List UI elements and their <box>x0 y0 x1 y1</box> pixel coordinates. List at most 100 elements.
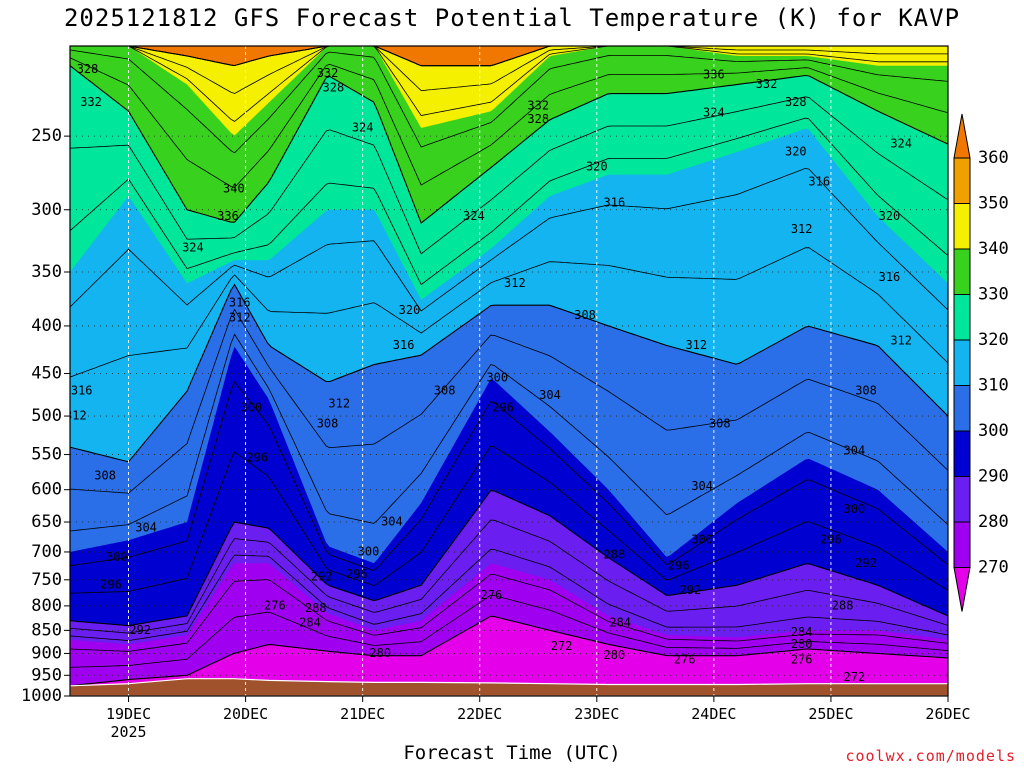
contour-label: 284 <box>299 616 321 630</box>
colorbar-label: 330 <box>978 285 1009 305</box>
contour-label: 312 <box>65 409 87 423</box>
theta-fill-layers <box>70 46 948 696</box>
colorbar-swatch <box>953 248 971 295</box>
contour-label: 332 <box>756 77 778 91</box>
contour-294 <box>70 445 948 594</box>
y-tick-label: 850 <box>31 620 62 640</box>
contour-label: 336 <box>217 209 239 223</box>
contour-labels: 3283323163123083043002962923403363243163… <box>65 62 912 684</box>
contour-label: 308 <box>317 417 339 431</box>
contour-label: 288 <box>604 547 626 561</box>
contour-label: 324 <box>890 137 912 151</box>
colorbar-label: 350 <box>978 194 1009 214</box>
contour-label: 336 <box>703 68 725 82</box>
colorbar-label: 300 <box>978 421 1009 441</box>
contour-label: 292 <box>680 583 702 597</box>
contour-label: 316 <box>71 384 93 398</box>
grid-lines <box>70 46 948 696</box>
contour-label: 308 <box>94 469 116 483</box>
contour-label: 332 <box>527 98 549 112</box>
contour-346 <box>70 46 948 94</box>
contour-label: 328 <box>527 112 549 126</box>
contour-298 <box>70 381 948 572</box>
y-tick-label: 300 <box>31 200 62 220</box>
contour-label: 304 <box>381 515 403 529</box>
y-axis: 250 300 350 400 450 500 550 600 650 700 750 800 850 9… <box>21 126 70 706</box>
contour-338 <box>70 49 948 154</box>
contour-label: 288 <box>305 601 327 615</box>
contour-label: 276 <box>791 653 813 667</box>
contour-326 <box>70 96 948 255</box>
x-tick-label: 20DEC <box>223 705 268 723</box>
contour-label: 332 <box>317 66 339 80</box>
colorbar-swatch <box>953 476 971 523</box>
colorbar-swatch <box>953 203 971 250</box>
colorbar-label: 340 <box>978 239 1009 259</box>
contour-label: 300 <box>106 550 128 564</box>
contour-label: 312 <box>791 222 813 236</box>
y-tick-label: 400 <box>31 316 62 336</box>
contour-302 <box>70 333 948 532</box>
contour-label: 288 <box>832 598 854 612</box>
x-tick-label: 19DEC <box>106 705 151 723</box>
contour-label: 276 <box>481 588 503 602</box>
x-axis-title: Forecast Time (UTC) <box>403 742 621 764</box>
y-tick-label: 450 <box>31 364 62 384</box>
contour-358 <box>70 46 948 67</box>
chart-title: 2025121812 GFS Forecast Potential Temper… <box>63 4 961 32</box>
contour-label: 316 <box>808 174 830 188</box>
x-axis: 19DEC 20DEC 21DEC 22DEC 23DEC 24DEC 25DEC 26DEC… <box>106 696 971 741</box>
contour-label: 284 <box>609 616 631 630</box>
contour-label: 276 <box>674 653 696 667</box>
contour-label: 304 <box>844 443 866 457</box>
contour-label: 332 <box>80 95 102 109</box>
contour-label: 296 <box>492 400 514 414</box>
contour-label: 312 <box>504 276 526 290</box>
y-tick-label: 650 <box>31 512 62 532</box>
plot-frame <box>69 45 949 697</box>
contour-330 <box>70 65 948 224</box>
contour-label: 292 <box>855 556 877 570</box>
colorbar-label: 320 <box>978 330 1009 350</box>
contour-334 <box>70 57 948 188</box>
contour-label: 312 <box>229 310 251 324</box>
contour-label: 312 <box>890 333 912 347</box>
contour-label: 328 <box>77 62 99 76</box>
contour-label: 276 <box>264 598 286 612</box>
contour-label: 296 <box>346 567 368 581</box>
contour-306 <box>70 308 948 494</box>
colorbar-label: 360 <box>978 148 1009 168</box>
contour-label: 308 <box>709 417 731 431</box>
contour-label: 328 <box>323 81 345 95</box>
colorbar-label: 280 <box>978 512 1009 532</box>
contour-label: 312 <box>328 396 350 410</box>
colorbar-swatch <box>953 385 971 432</box>
contour-label: 300 <box>358 544 380 558</box>
contour-278 <box>70 573 948 652</box>
x-tick-label: 21DEC <box>340 705 385 723</box>
contour-318 <box>70 167 948 312</box>
contour-label: 324 <box>352 120 374 134</box>
contour-label: 308 <box>574 308 596 322</box>
contour-270 <box>70 615 948 687</box>
contour-310 <box>70 283 948 463</box>
contour-label: 324 <box>463 209 485 223</box>
x-tick-label: 22DEC <box>457 705 502 723</box>
contour-label: 272 <box>844 670 866 684</box>
contour-label: 308 <box>434 384 456 398</box>
x-year-label: 2025 <box>110 723 146 741</box>
contour-label: 296 <box>820 533 842 547</box>
contour-286 <box>70 519 948 634</box>
contour-label: 300 <box>241 400 263 414</box>
contour-label: 312 <box>685 338 707 352</box>
credit-link[interactable]: coolwx.com/models <box>845 747 1016 765</box>
contour-label: 284 <box>791 625 813 639</box>
x-tick-label: 25DEC <box>808 705 853 723</box>
contour-342 <box>70 46 948 122</box>
y-tick-label: 1000 <box>21 686 62 706</box>
contour-label: 292 <box>311 570 333 584</box>
contour-label: 316 <box>879 270 901 284</box>
y-tick-label: 800 <box>31 596 62 616</box>
colorbar-lower-arrow <box>953 567 971 612</box>
